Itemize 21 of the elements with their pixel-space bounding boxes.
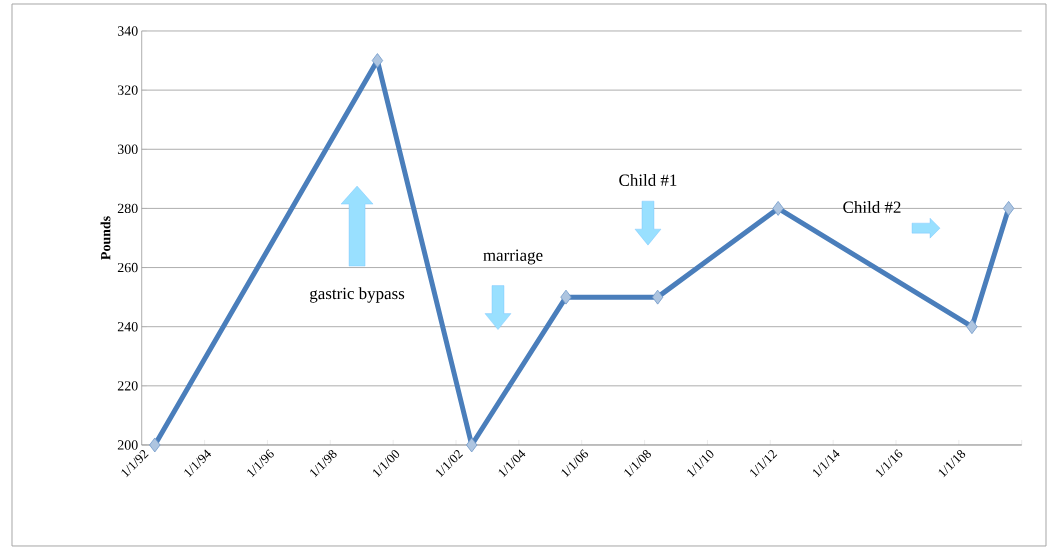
point	[772, 201, 784, 216]
annotation: Child #2	[843, 201, 901, 213]
point	[966, 319, 978, 335]
point	[149, 437, 161, 453]
y-tick-label: 240	[117, 321, 138, 332]
y-tick-label: 260	[117, 262, 138, 273]
y-tick-label: 340	[117, 26, 138, 36]
point	[560, 289, 572, 305]
y-tick-label: 320	[117, 85, 138, 95]
annotation: gastric bypass	[310, 287, 405, 303]
annotation: marriage	[483, 249, 543, 265]
y-tick-label: 200	[117, 440, 138, 450]
y-axis-title: Pounds	[100, 216, 111, 260]
point	[466, 437, 478, 453]
point	[371, 53, 384, 68]
y-tick-label: 220	[117, 381, 138, 391]
y-tick-label: 300	[117, 144, 138, 154]
point	[1002, 201, 1015, 216]
annotation: Child #1	[619, 174, 677, 186]
y-tick-label: 280	[117, 203, 138, 214]
point	[652, 289, 664, 305]
